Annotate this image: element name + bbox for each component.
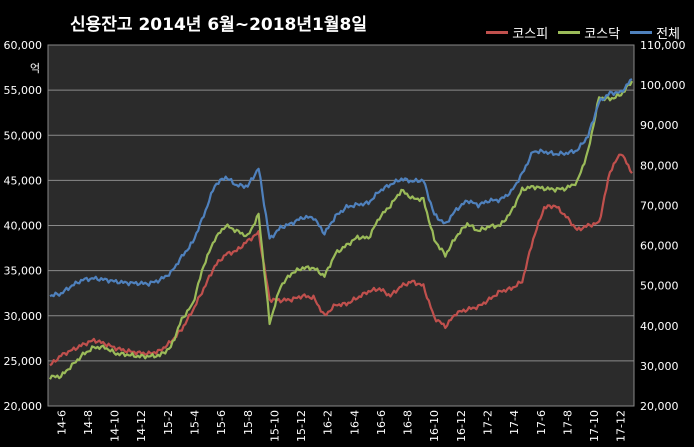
chart-title: 신용잔고 2014년 6월~2018년1월8일 (70, 15, 367, 35)
series-line-kospi (49, 153, 633, 367)
x-tick-label: 16-4 (348, 410, 361, 435)
right-tick-label: 100,000 (640, 79, 686, 92)
left-tick-label: 60,000 (4, 39, 43, 52)
x-tick-label: 16-6 (375, 410, 388, 435)
legend-label-kospi: 코스피 (512, 27, 549, 42)
legend-label-total: 전체 (656, 27, 680, 42)
x-tick-label: 15-6 (215, 410, 228, 435)
x-tick-label: 14-10 (109, 410, 122, 442)
legend-swatch-kosdaq (558, 31, 581, 34)
right-tick-label: 40,000 (640, 320, 679, 333)
right-axis: 20,000 30,000 40,000 50,000 60,000 70,000 80,0… (640, 39, 686, 413)
right-tick-label: 20,000 (640, 400, 679, 413)
right-tick-label: 50,000 (640, 280, 679, 293)
x-tick-label: 15-4 (189, 410, 202, 435)
left-tick-label: 35,000 (4, 265, 43, 278)
legend-label-kosdaq: 코스닥 (584, 27, 621, 42)
x-tick-label: 17-2 (482, 410, 495, 435)
x-tick-label: 14-6 (55, 410, 68, 435)
legend: 코스피 코스닥 전체 (486, 23, 680, 42)
x-axis: 14-6 14-8 14-10 14-12 15-2 15-4 15-6 15-8 15-10 1… (55, 410, 627, 442)
right-tick-label: 60,000 (640, 240, 679, 253)
left-tick-label: 20,000 (4, 400, 43, 413)
x-tick-label: 17-4 (508, 410, 521, 435)
right-tick-label: 30,000 (640, 360, 679, 373)
right-tick-label: 90,000 (640, 119, 679, 132)
series-group (49, 78, 633, 380)
x-tick-label: 17-8 (561, 410, 574, 435)
series-line-total (49, 78, 633, 298)
left-tick-label: 45,000 (4, 174, 43, 187)
gridlines (48, 89, 634, 362)
x-tick-label: 17-6 (535, 410, 548, 435)
series-line-kosdaq (49, 80, 633, 380)
left-tick-label: 40,000 (4, 220, 43, 233)
left-axis: 20,000 25,000 30,000 35,000 40,000 45,000 50,0… (4, 39, 43, 413)
x-tick-label: 15-12 (295, 410, 308, 442)
legend-item-kospi: 코스피 (486, 23, 548, 42)
x-tick-label: 15-10 (268, 410, 281, 442)
x-tick-label: 16-8 (402, 410, 415, 435)
x-tick-label: 16-12 (455, 410, 468, 442)
x-tick-label: 16-2 (322, 410, 335, 435)
legend-swatch-kospi (486, 31, 509, 34)
left-tick-label: 55,000 (4, 84, 43, 97)
x-tick-label: 15-2 (162, 410, 175, 435)
x-tick-label: 14-12 (135, 410, 148, 442)
left-axis-unit: 억 (30, 62, 40, 75)
legend-swatch-total (630, 31, 653, 34)
legend-item-total: 전체 (630, 23, 680, 42)
x-tick-label: 14-8 (82, 410, 95, 435)
right-tick-label: 80,000 (640, 159, 679, 172)
x-tick-label: 16-10 (428, 410, 441, 442)
legend-item-kosdaq: 코스닥 (558, 23, 620, 42)
right-tick-label: 110,000 (640, 39, 686, 52)
x-tick-label: 17-12 (615, 410, 628, 442)
left-tick-label: 50,000 (4, 129, 43, 142)
x-tick-label: 17-10 (588, 410, 601, 442)
x-tick-label: 15-8 (242, 410, 255, 435)
right-tick-label: 70,000 (640, 199, 679, 212)
left-tick-label: 25,000 (4, 355, 43, 368)
left-tick-label: 30,000 (4, 310, 43, 323)
